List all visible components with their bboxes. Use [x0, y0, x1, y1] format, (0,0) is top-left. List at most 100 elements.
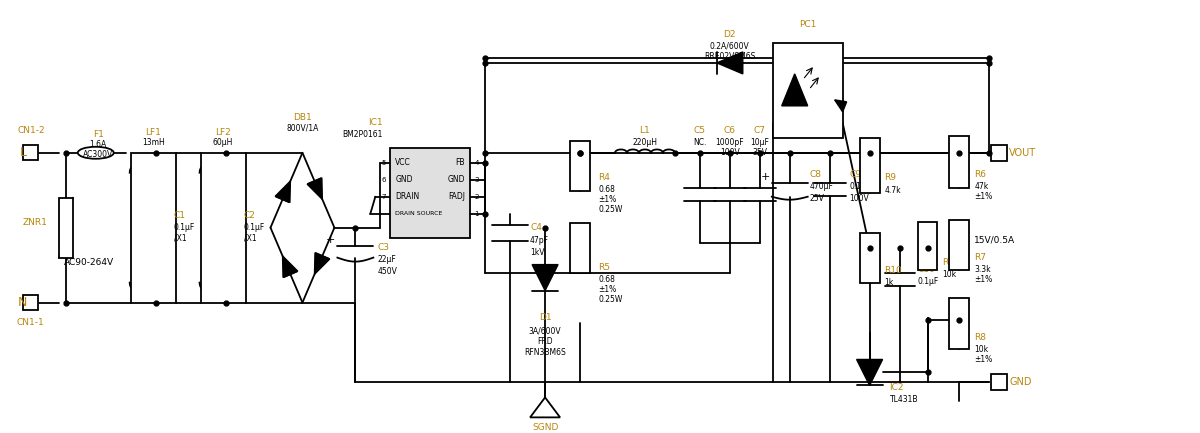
Text: C6: C6 [724, 126, 736, 135]
Text: 15V/0.5A: 15V/0.5A [974, 235, 1015, 244]
Text: C10: C10 [918, 265, 935, 274]
Bar [570, 141, 590, 191]
Bar [773, 43, 842, 138]
Text: 2: 2 [474, 194, 479, 200]
Text: 13mH: 13mH [142, 138, 164, 147]
Text: 60μH: 60μH [212, 138, 233, 147]
Text: 10k: 10k [942, 270, 956, 279]
Text: L: L [19, 146, 26, 159]
Text: TL431B: TL431B [889, 395, 918, 404]
Polygon shape [781, 74, 808, 106]
Polygon shape [857, 359, 882, 385]
Text: CN1-2: CN1-2 [17, 126, 44, 135]
Text: R10: R10 [884, 266, 902, 275]
Text: R4: R4 [598, 173, 610, 182]
Text: NC.: NC. [694, 138, 707, 147]
Text: C9: C9 [850, 170, 862, 179]
Bar [59, 198, 73, 258]
Bar [918, 222, 937, 270]
Text: VOUT: VOUT [1009, 148, 1037, 158]
Text: ±1%: ±1% [974, 355, 992, 364]
Text: C4: C4 [530, 223, 542, 232]
Text: RRE02VSM6S: RRE02VSM6S [704, 52, 756, 61]
Text: D2: D2 [724, 30, 736, 39]
Text: IC2: IC2 [889, 383, 904, 392]
Text: 0.1μF: 0.1μF [918, 277, 938, 286]
Text: DRAIN: DRAIN [395, 192, 420, 201]
Text: C3: C3 [377, 243, 389, 252]
Text: GND: GND [1009, 378, 1032, 388]
Text: 470μF: 470μF [810, 182, 834, 191]
Bar [949, 136, 970, 188]
Text: PC1: PC1 [799, 20, 816, 29]
Text: +: + [326, 235, 335, 245]
Polygon shape [532, 265, 558, 291]
Text: R8: R8 [974, 333, 986, 342]
Text: 0.1μF: 0.1μF [174, 223, 194, 232]
Text: 0.68: 0.68 [598, 275, 614, 284]
Text: 800V/1A: 800V/1A [287, 123, 319, 132]
Text: R7: R7 [974, 253, 986, 262]
Text: 1.6A: 1.6A [90, 140, 107, 149]
Text: 47k: 47k [974, 182, 989, 191]
Polygon shape [835, 100, 847, 112]
Text: R9: R9 [884, 173, 896, 182]
Text: 4.7k: 4.7k [884, 186, 901, 195]
Text: SGND: SGND [532, 423, 558, 432]
Text: 1: 1 [474, 211, 479, 216]
Text: ±1%: ±1% [974, 275, 992, 284]
Polygon shape [275, 181, 290, 203]
Text: ±1%: ±1% [974, 192, 992, 201]
Text: /X1: /X1 [174, 233, 186, 242]
Bar [200, 153, 246, 303]
Text: DRAIN SOURCE: DRAIN SOURCE [395, 211, 443, 216]
Bar [23, 145, 38, 160]
Text: 7: 7 [382, 194, 386, 200]
Text: BM2P0161: BM2P0161 [342, 130, 383, 139]
Text: C2: C2 [244, 211, 256, 220]
Text: 3: 3 [474, 177, 479, 183]
Text: LF2: LF2 [215, 128, 230, 137]
Text: 22μF: 22μF [377, 255, 396, 264]
Polygon shape [716, 52, 743, 74]
Text: 47pF: 47pF [530, 236, 550, 245]
Text: FADJ: FADJ [449, 192, 466, 201]
Bar [570, 223, 590, 273]
Text: LF1: LF1 [145, 128, 161, 137]
Text: DB1: DB1 [293, 113, 312, 123]
Text: 4: 4 [474, 160, 479, 166]
Text: RFN3BM6S: RFN3BM6S [524, 348, 566, 357]
Text: 35V: 35V [752, 148, 767, 157]
Text: CN1-1: CN1-1 [17, 318, 44, 327]
Bar [859, 233, 880, 283]
Bar [949, 220, 970, 270]
Bar [949, 297, 970, 349]
Text: 0.1μF: 0.1μF [850, 182, 871, 191]
Bar [991, 145, 1007, 161]
Bar [859, 138, 880, 193]
Text: 100V: 100V [720, 148, 739, 157]
Text: C7: C7 [754, 126, 766, 135]
Text: AC90-264V: AC90-264V [64, 258, 114, 267]
Text: 1000pF: 1000pF [715, 138, 744, 147]
Text: 100V: 100V [850, 194, 869, 203]
Text: C1: C1 [174, 211, 186, 220]
Text: C8: C8 [810, 170, 822, 179]
Text: L1: L1 [640, 126, 650, 135]
Text: 10μF: 10μF [750, 138, 769, 147]
Text: ±1%: ±1% [598, 285, 617, 294]
Text: R11: R11 [942, 258, 960, 267]
Text: GND: GND [395, 175, 413, 184]
Text: 1kV: 1kV [530, 248, 545, 257]
Text: 5: 5 [382, 160, 386, 166]
Text: FRD: FRD [538, 337, 553, 346]
Text: D1: D1 [539, 313, 551, 322]
Text: 0.25W: 0.25W [598, 205, 623, 214]
Polygon shape [282, 256, 298, 278]
Text: 450V: 450V [377, 267, 397, 276]
Text: FB: FB [456, 158, 466, 167]
Text: 3A/600V: 3A/600V [529, 326, 562, 335]
Text: 0.1μF: 0.1μF [244, 223, 265, 232]
Text: IC1: IC1 [367, 118, 383, 127]
Text: 220μH: 220μH [632, 138, 658, 147]
